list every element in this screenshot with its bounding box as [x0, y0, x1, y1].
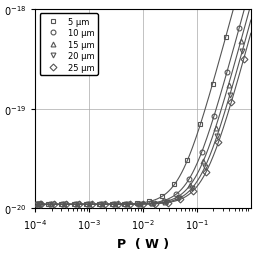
10 μm: [98, 203, 101, 206]
25 μm: [39, 203, 42, 206]
5 μm: [223, 37, 226, 40]
Line: 10 μm: 10 μm: [34, 26, 241, 207]
10 μm: [48, 203, 51, 206]
20 μm: [88, 203, 91, 206]
10 μm: [85, 203, 88, 206]
20 μm: [51, 203, 54, 206]
10 μm: [212, 115, 215, 118]
5 μm: [72, 203, 75, 206]
5 μm: [185, 159, 188, 162]
15 μm: [62, 203, 65, 206]
15 μm: [201, 160, 204, 163]
5 μm: [59, 203, 62, 206]
25 μm: [128, 203, 131, 206]
15 μm: [226, 84, 229, 87]
25 μm: [52, 203, 55, 206]
15 μm: [50, 203, 53, 206]
25 μm: [166, 201, 169, 204]
5 μm: [84, 203, 87, 206]
25 μm: [153, 202, 156, 205]
20 μm: [215, 135, 218, 138]
10 μm: [174, 193, 177, 196]
15 μm: [238, 41, 241, 44]
15 μm: [125, 203, 128, 206]
25 μm: [178, 198, 181, 201]
5 μm: [97, 203, 100, 206]
5 μm: [198, 123, 201, 126]
20 μm: [76, 203, 79, 206]
10 μm: [162, 199, 165, 202]
25 μm: [116, 203, 119, 206]
10 μm: [35, 203, 38, 206]
20 μm: [240, 51, 243, 54]
10 μm: [73, 203, 76, 206]
10 μm: [123, 203, 126, 206]
15 μm: [213, 126, 216, 130]
10 μm: [237, 27, 240, 30]
15 μm: [188, 184, 191, 187]
5 μm: [210, 83, 213, 86]
Line: 5 μm: 5 μm: [33, 0, 252, 207]
Line: 25 μm: 25 μm: [38, 58, 245, 207]
10 μm: [111, 203, 114, 206]
25 μm: [77, 203, 81, 206]
15 μm: [163, 200, 166, 203]
5 μm: [122, 203, 125, 206]
15 μm: [36, 203, 39, 206]
5 μm: [135, 202, 138, 205]
20 μm: [63, 203, 66, 206]
25 μm: [216, 141, 219, 144]
10 μm: [149, 202, 152, 205]
20 μm: [139, 203, 142, 206]
25 μm: [65, 203, 68, 206]
20 μm: [164, 201, 167, 204]
10 μm: [60, 203, 64, 206]
10 μm: [225, 71, 228, 74]
20 μm: [151, 202, 154, 205]
25 μm: [90, 203, 93, 206]
20 μm: [38, 203, 41, 206]
20 μm: [101, 203, 104, 206]
5 μm: [47, 203, 50, 206]
25 μm: [241, 58, 244, 61]
15 μm: [75, 203, 78, 206]
10 μm: [35, 203, 38, 206]
5 μm: [172, 183, 175, 186]
Line: 20 μm: 20 μm: [37, 50, 244, 207]
5 μm: [110, 203, 113, 206]
25 μm: [191, 189, 194, 193]
15 μm: [138, 203, 141, 206]
10 μm: [136, 202, 139, 205]
10 μm: [200, 151, 203, 154]
20 μm: [202, 166, 205, 169]
10 μm: [187, 178, 190, 181]
25 μm: [40, 203, 43, 206]
25 μm: [204, 171, 207, 174]
5 μm: [160, 195, 163, 198]
15 μm: [37, 203, 40, 206]
X-axis label: P  ( W ): P ( W ): [117, 237, 169, 250]
5 μm: [147, 200, 150, 203]
15 μm: [113, 203, 116, 206]
20 μm: [189, 187, 193, 190]
15 μm: [175, 196, 178, 199]
5 μm: [34, 203, 37, 206]
Line: 15 μm: 15 μm: [35, 40, 242, 207]
15 μm: [100, 203, 103, 206]
25 μm: [229, 101, 232, 104]
20 μm: [177, 197, 180, 200]
25 μm: [141, 203, 144, 206]
20 μm: [37, 203, 40, 206]
Legend: 5 μm, 10 μm, 15 μm, 20 μm, 25 μm: 5 μm, 10 μm, 15 μm, 20 μm, 25 μm: [39, 14, 98, 76]
15 μm: [150, 202, 153, 205]
25 μm: [103, 203, 106, 206]
15 μm: [87, 203, 90, 206]
20 μm: [126, 203, 129, 206]
20 μm: [228, 94, 231, 97]
20 μm: [114, 203, 117, 206]
